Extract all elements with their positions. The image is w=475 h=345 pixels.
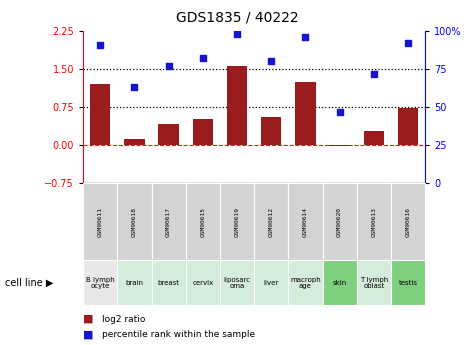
Bar xyxy=(254,260,288,305)
Text: GSM90614: GSM90614 xyxy=(303,207,308,237)
Bar xyxy=(124,139,145,145)
Bar xyxy=(83,183,117,260)
Bar xyxy=(363,131,384,145)
Text: GSM90613: GSM90613 xyxy=(371,207,376,237)
Text: GSM90615: GSM90615 xyxy=(200,207,205,237)
Bar xyxy=(227,67,247,145)
Text: T lymph
oblast: T lymph oblast xyxy=(360,277,388,289)
Text: skin: skin xyxy=(332,280,347,286)
Text: breast: breast xyxy=(158,280,180,286)
Bar xyxy=(152,260,186,305)
Text: liver: liver xyxy=(264,280,279,286)
Bar xyxy=(323,260,357,305)
Bar xyxy=(357,183,391,260)
Bar xyxy=(117,183,152,260)
Text: ■: ■ xyxy=(83,314,94,324)
Bar xyxy=(288,183,323,260)
Bar xyxy=(152,183,186,260)
Point xyxy=(336,109,343,114)
Text: GSM90618: GSM90618 xyxy=(132,207,137,237)
Text: cervix: cervix xyxy=(192,280,213,286)
Bar xyxy=(254,183,288,260)
Bar xyxy=(391,183,425,260)
Point xyxy=(302,34,309,40)
Bar xyxy=(357,260,391,305)
Text: macroph
age: macroph age xyxy=(290,277,321,289)
Bar xyxy=(288,260,323,305)
Point xyxy=(233,31,241,37)
Text: GSM90620: GSM90620 xyxy=(337,207,342,237)
Bar xyxy=(391,260,425,305)
Bar xyxy=(186,260,220,305)
Text: brain: brain xyxy=(125,280,143,286)
Bar xyxy=(192,119,213,145)
Bar xyxy=(295,82,316,145)
Point xyxy=(96,42,104,48)
Text: percentile rank within the sample: percentile rank within the sample xyxy=(102,330,255,339)
Bar xyxy=(220,260,254,305)
Text: GSM90612: GSM90612 xyxy=(269,207,274,237)
Bar xyxy=(158,124,179,145)
Text: GSM90616: GSM90616 xyxy=(406,207,410,237)
Point xyxy=(370,71,378,76)
Text: testis: testis xyxy=(399,280,418,286)
Text: GSM90619: GSM90619 xyxy=(235,207,239,237)
Bar xyxy=(220,183,254,260)
Bar xyxy=(323,183,357,260)
Text: cell line ▶: cell line ▶ xyxy=(5,278,53,288)
Text: GSM90611: GSM90611 xyxy=(98,207,103,237)
Text: B lymph
ocyte: B lymph ocyte xyxy=(86,277,114,289)
Text: log2 ratio: log2 ratio xyxy=(102,315,145,324)
Bar xyxy=(186,183,220,260)
Bar xyxy=(261,117,282,145)
Bar xyxy=(90,84,111,145)
Point xyxy=(199,56,207,61)
Point xyxy=(165,63,172,69)
Text: liposarc
oma: liposarc oma xyxy=(223,277,251,289)
Text: ■: ■ xyxy=(83,330,94,339)
Bar xyxy=(398,108,418,145)
Point xyxy=(404,40,412,46)
Text: GDS1835 / 40222: GDS1835 / 40222 xyxy=(176,10,299,24)
Bar xyxy=(117,260,152,305)
Bar xyxy=(329,145,350,146)
Point xyxy=(131,85,138,90)
Text: GSM90617: GSM90617 xyxy=(166,207,171,237)
Point xyxy=(267,59,275,64)
Bar xyxy=(83,260,117,305)
